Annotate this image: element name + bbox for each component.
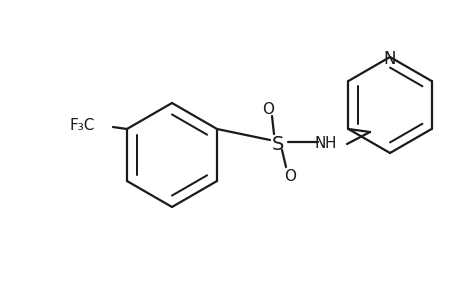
Text: O: O bbox=[283, 169, 295, 184]
Text: F₃C: F₃C bbox=[69, 118, 95, 133]
Text: O: O bbox=[262, 102, 274, 117]
Text: H: H bbox=[324, 136, 335, 151]
Text: N: N bbox=[383, 50, 395, 68]
Text: N: N bbox=[313, 136, 325, 151]
Text: S: S bbox=[271, 134, 284, 154]
